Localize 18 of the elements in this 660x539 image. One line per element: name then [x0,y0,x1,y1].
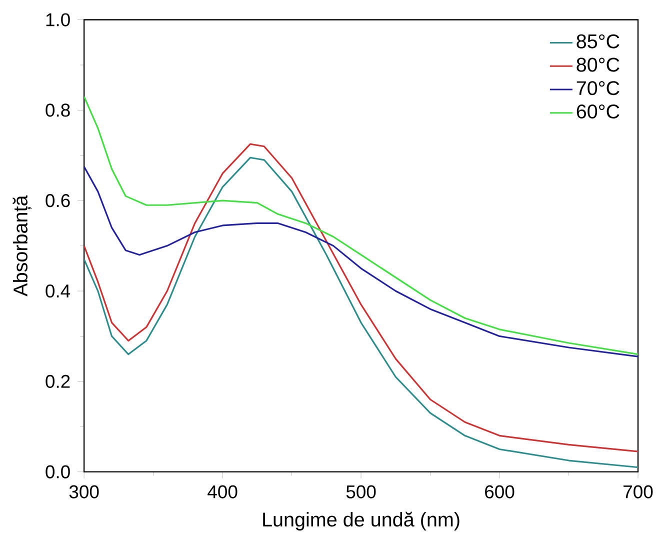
y-tick-label: 0.2 [46,374,70,388]
legend-label: 70°C [576,81,620,96]
legend-label: 85°C [576,34,620,48]
y-tick-label: 1.0 [46,13,70,26]
x-tick-label: 700 [624,485,653,498]
y-tick-label: 0.8 [46,104,70,117]
y-tick-label: 0.4 [46,284,70,298]
legend-label: 80°C [576,58,620,72]
x-axis-title: Lungime de undă (nm) [263,512,460,530]
x-tick-label: 300 [69,485,99,498]
y-tick-label: 0.6 [46,194,70,208]
y-axis-title: Absorbanță [12,195,32,296]
x-tick-label: 600 [485,485,514,498]
line-series [84,166,638,358]
y-tick-label: 0.0 [46,465,70,478]
x-tick-label: 400 [208,485,238,498]
x-tick-label: 500 [346,485,376,498]
legend-label: 60°C [576,104,620,118]
